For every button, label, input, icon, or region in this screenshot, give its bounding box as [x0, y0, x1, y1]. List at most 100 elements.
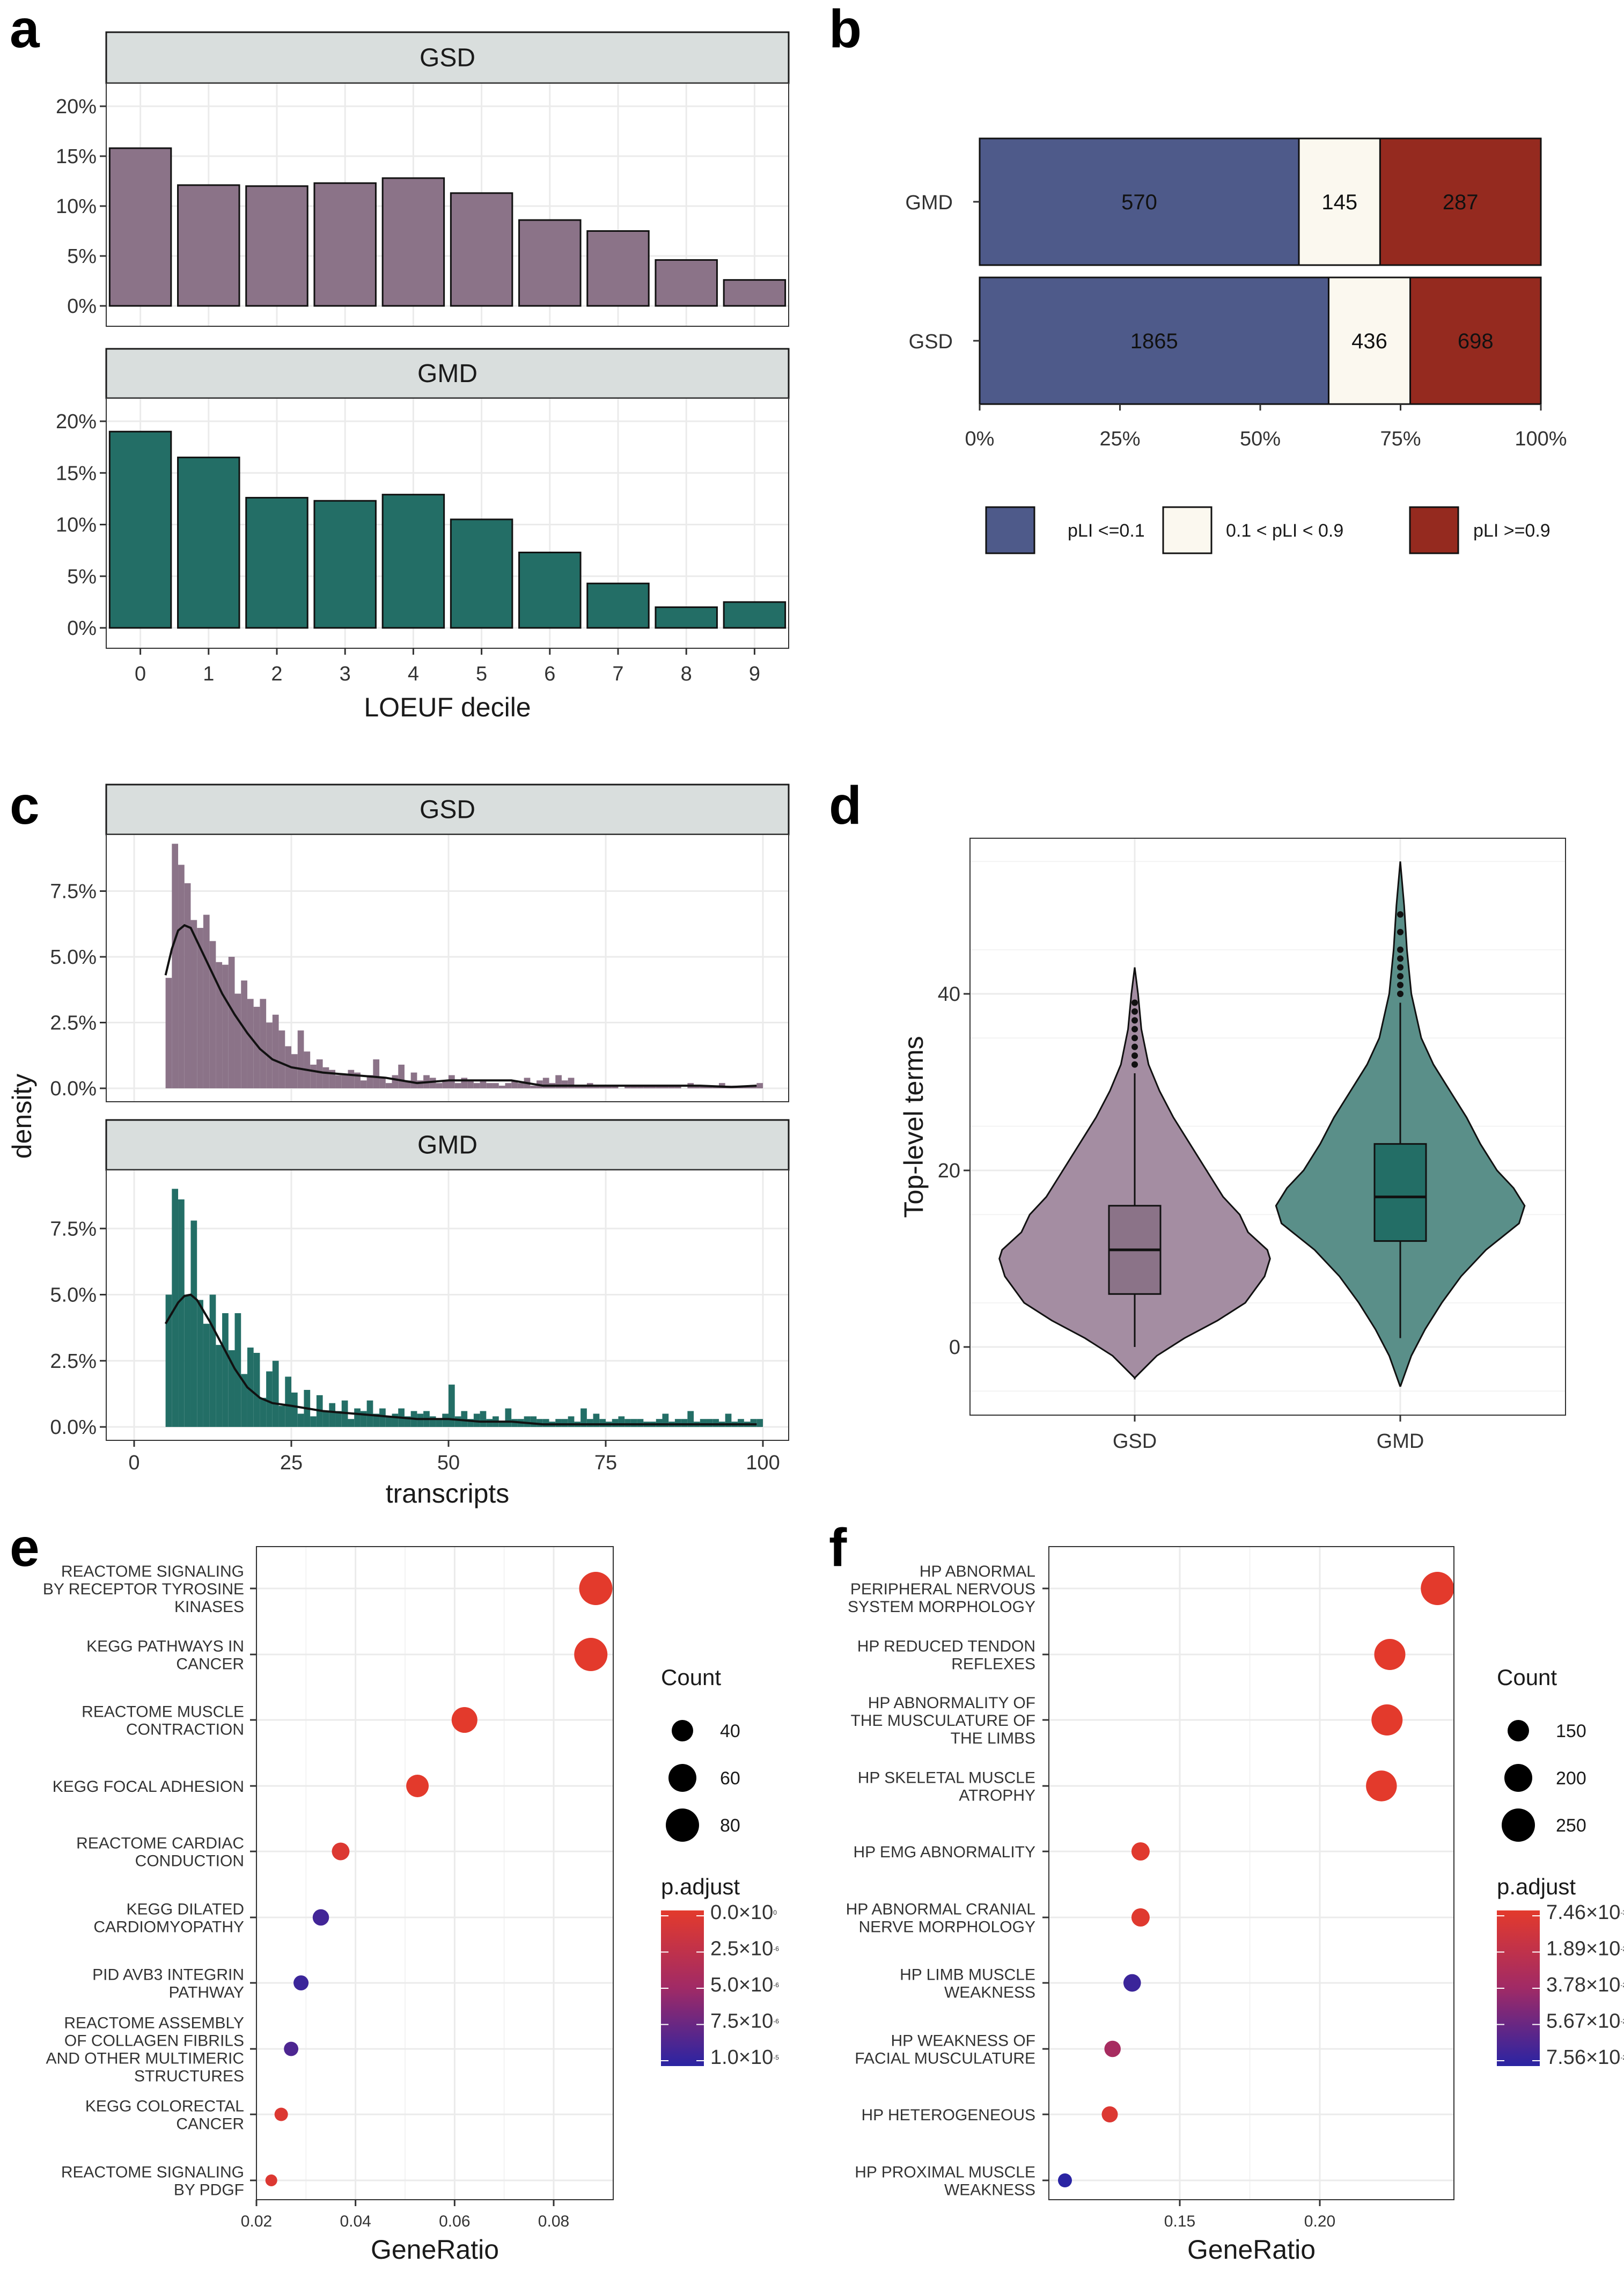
- histogram-bin-gmd: [505, 1408, 512, 1427]
- legend-label-exponent: -23: [1620, 1945, 1624, 1953]
- histogram-bin-gsd: [366, 1075, 373, 1088]
- bar-gmd-7: [586, 582, 650, 629]
- x-tick-label-c: 100: [746, 1452, 780, 1474]
- size-legend-key-f: [1508, 1720, 1529, 1741]
- density-line-gmd: [164, 1293, 757, 1426]
- histogram-bin-gsd: [599, 1086, 606, 1088]
- stacked-bar-gmd-2: [1379, 137, 1542, 266]
- histogram-bin-gmd: [329, 1403, 336, 1427]
- histogram-bin-gsd: [222, 964, 229, 1088]
- histogram-bin-gmd: [285, 1376, 291, 1427]
- facet-strip-a: [105, 348, 790, 399]
- size-legend-key-f: [1502, 1808, 1535, 1842]
- histogram-bin-gmd: [385, 1416, 392, 1427]
- term-label-e: CARDIOMYOPATHY: [93, 1918, 244, 1936]
- bar-gsd-2: [245, 185, 308, 307]
- x-tick-label-a: 2: [271, 663, 282, 685]
- term-label-e: REACTOME SIGNALING: [61, 1563, 244, 1580]
- dot-f-3: [1366, 1770, 1397, 1802]
- outlier-point-gsd: [1131, 1008, 1138, 1015]
- dot-e-3: [406, 1775, 429, 1797]
- plot-border-c: [106, 1169, 789, 1441]
- color-legend-label-f: 1.89×10-23: [1546, 1938, 1624, 1960]
- histogram-bin-gmd: [624, 1419, 631, 1427]
- histogram-bin-gmd: [222, 1313, 229, 1427]
- bar-gsd-9: [723, 279, 787, 307]
- legend-label-exponent: -35: [1620, 1909, 1624, 1916]
- x-tick-label-a: 8: [681, 663, 692, 685]
- histogram-bin-gmd: [599, 1419, 606, 1427]
- histogram-bin-gmd: [454, 1416, 461, 1427]
- x-axis-title-f: GeneRatio: [1187, 2235, 1316, 2265]
- histogram-bin-gmd: [674, 1419, 681, 1427]
- term-label-e: KEGG COLORECTAL: [85, 2098, 244, 2115]
- y-tick-label-c: 5.0%: [50, 946, 97, 969]
- histogram-bin-gsd: [750, 1086, 757, 1088]
- legend-label-exponent: -6: [773, 1981, 779, 1989]
- bar-value-label-b: 287: [1443, 191, 1479, 214]
- bar-gmd-1: [177, 456, 240, 629]
- histogram-bin-gmd: [278, 1405, 285, 1427]
- plot-border-f: [1048, 1546, 1454, 2200]
- bar-gmd-6: [518, 551, 582, 629]
- dot-f-4: [1131, 1842, 1150, 1861]
- histogram-bin-gsd: [417, 1080, 424, 1088]
- legend-label-mantissa: 7.56×10: [1546, 2046, 1620, 2069]
- histogram-bin-gsd: [260, 999, 267, 1088]
- x-tick-label-c: 50: [437, 1452, 460, 1474]
- histogram-bin-gsd: [486, 1083, 493, 1088]
- histogram-bin-gmd: [253, 1352, 260, 1427]
- term-label-f: HP PROXIMAL MUSCLE: [855, 2164, 1035, 2181]
- y-tick-label-c: 7.5%: [50, 1218, 97, 1240]
- panel-letter-f: f: [829, 1518, 847, 1578]
- y-tick-label-d: 20: [938, 1160, 960, 1182]
- legend-label-mantissa: 0.0×10: [710, 1901, 773, 1924]
- histogram-bin-gmd: [593, 1414, 600, 1427]
- histogram-bin-gsd: [216, 962, 223, 1088]
- size-legend-key-e: [666, 1808, 699, 1842]
- histogram-bin-gmd: [662, 1414, 669, 1427]
- histogram-bin-gmd: [335, 1411, 342, 1427]
- term-label-e: KINASES: [174, 1598, 244, 1616]
- x-tick-label-c: 75: [594, 1452, 617, 1474]
- y-tick-label-c: 5.0%: [50, 1284, 97, 1307]
- legend-label-exponent: -6: [773, 1945, 779, 1953]
- histogram-bin-gmd: [524, 1416, 531, 1427]
- x-tick-label-b: 0%: [965, 428, 995, 450]
- histogram-bin-gmd: [700, 1419, 707, 1427]
- dot-e-7: [284, 2041, 299, 2056]
- plot-border-c: [106, 834, 789, 1102]
- term-label-e: REACTOME SIGNALING: [61, 2164, 244, 2181]
- histogram-bin-gmd: [354, 1408, 361, 1427]
- size-legend-title-e: Count: [661, 1665, 721, 1690]
- histogram-bin-gmd: [429, 1416, 436, 1427]
- x-tick-label-b: 25%: [1099, 428, 1140, 450]
- x-tick-label-c: 25: [280, 1452, 303, 1474]
- dot-f-1: [1374, 1639, 1406, 1670]
- x-tick-label-b: 100%: [1515, 428, 1567, 450]
- facet-strip-label-a: GSD: [420, 44, 475, 72]
- histogram-bin-gmd: [216, 1345, 223, 1427]
- histogram-bin-gsd: [606, 1086, 612, 1088]
- histogram-bin-gmd: [656, 1419, 663, 1427]
- dot-e-6: [293, 1975, 309, 1991]
- legend-label-mantissa: 5.0×10: [710, 1974, 773, 1996]
- panel-letter-d: d: [829, 775, 862, 836]
- facet-strip-a: [105, 31, 790, 84]
- histogram-bin-gsd: [662, 1086, 669, 1088]
- dot-e-4: [332, 1842, 350, 1861]
- x-tick-label-d: GSD: [1113, 1430, 1157, 1453]
- legend-label-mantissa: 7.46×10: [1546, 1901, 1620, 1924]
- bar-gmd-4: [381, 494, 445, 629]
- size-legend-key-e: [668, 1764, 696, 1792]
- histogram-bin-gmd: [436, 1419, 443, 1427]
- color-legend-label-f: 3.78×10-23: [1546, 1974, 1624, 1996]
- stacked-bar-gsd-2: [1409, 276, 1542, 405]
- histogram-bin-gsd: [203, 914, 210, 1088]
- term-label-e: KEGG PATHWAYS IN: [86, 1638, 244, 1656]
- histogram-bin-gsd: [694, 1086, 700, 1088]
- y-tick-label-c: 2.5%: [50, 1350, 97, 1373]
- panel-letter-e: e: [10, 1518, 40, 1578]
- y-tick-label-b: GSD: [909, 331, 953, 353]
- panel-letter-a: a: [10, 0, 40, 59]
